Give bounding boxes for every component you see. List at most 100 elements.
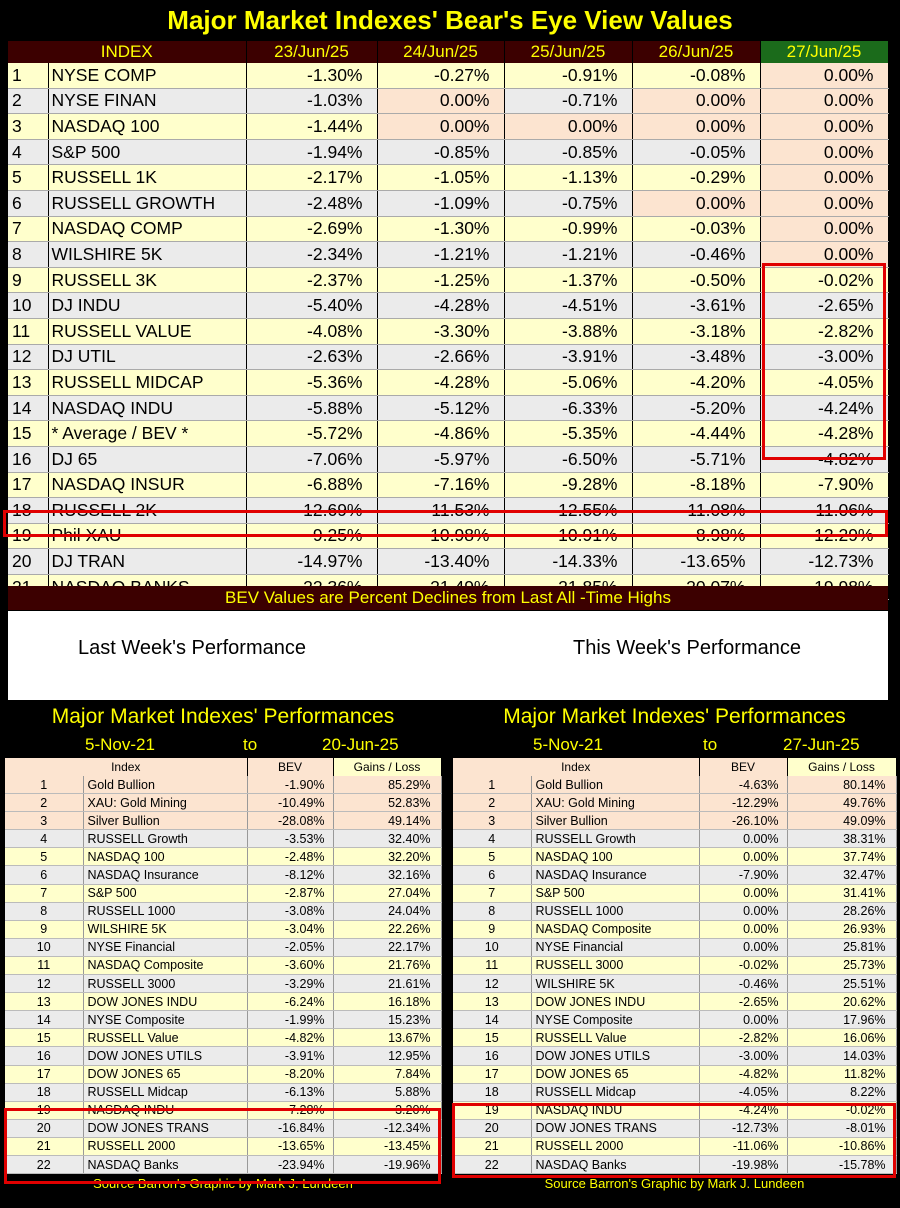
- perf-index-name: NYSE Financial: [531, 938, 700, 957]
- perf-bev: -2.87%: [247, 884, 334, 903]
- perf-row: 1 Gold Bullion -1.90% 85.29%: [5, 776, 442, 795]
- perf-bev: -8.12%: [247, 865, 334, 885]
- perf-bev: -4.82%: [247, 1028, 334, 1048]
- bev-value: -7.06%: [246, 446, 378, 473]
- bev-value: -3.61%: [632, 292, 761, 319]
- row-number: 15: [8, 420, 49, 447]
- bev-row: 17 NASDAQ INSUR -6.88% -7.16% -9.28% -8.18% -7…: [8, 472, 889, 499]
- perf-index-name: NASDAQ Composite: [83, 956, 248, 976]
- perf-row: 4 RUSSELL Growth -3.53% 32.40%: [5, 829, 442, 849]
- index-name: RUSSELL VALUE: [48, 318, 247, 345]
- perf-row: 18 RUSSELL Midcap -6.13% 5.88%: [5, 1083, 442, 1102]
- perf-gain: 25.51%: [787, 974, 897, 994]
- bev-value: 0.00%: [504, 113, 633, 140]
- perf-index-name: RUSSELL Value: [531, 1028, 700, 1048]
- row-number: 5: [8, 164, 49, 191]
- perf-row: 13 DOW JONES INDU -2.65% 20.62%: [453, 992, 897, 1012]
- perf-rank: 18: [453, 1083, 532, 1102]
- perf-rank: 3: [453, 811, 532, 831]
- perf-bev: -19.98%: [699, 1155, 788, 1175]
- perf-rank: 10: [453, 938, 532, 957]
- perf-to-word: to: [703, 735, 718, 754]
- row-number: 16: [8, 446, 49, 473]
- perf-bev: -3.04%: [247, 920, 334, 939]
- perf-bev: -28.08%: [247, 811, 334, 831]
- perf-gain: 7.84%: [333, 1065, 442, 1084]
- perf-rank: 5: [453, 847, 532, 867]
- highlight-box-last-week-bottom: [4, 1108, 441, 1184]
- perf-row: 15 RUSSELL Value -2.82% 16.06%: [453, 1028, 897, 1048]
- perf-row: 17 DOW JONES 65 -8.20% 7.84%: [5, 1065, 442, 1084]
- row-number: 10: [8, 292, 49, 319]
- bev-value: -13.40%: [377, 548, 505, 575]
- week-labels-panel: Last Week's Performance This Week's Perf…: [8, 611, 888, 700]
- this-week-label: This Week's Performance: [573, 637, 801, 659]
- row-number: 20: [8, 548, 49, 575]
- perf-bev: -3.91%: [247, 1046, 334, 1066]
- bev-row: 16 DJ 65 -7.06% -5.97% -6.50% -5.71% -4.82%: [8, 446, 889, 473]
- bev-value: 0.00%: [377, 88, 505, 115]
- index-name: NASDAQ COMP: [48, 216, 247, 243]
- perf-gain: 5.88%: [333, 1083, 442, 1102]
- bev-value: -8.18%: [632, 472, 761, 499]
- perf-bev: -16.84%: [247, 1119, 334, 1138]
- perf-index-name: S&P 500: [531, 884, 700, 903]
- highlight-box-phil-xau: [3, 510, 888, 537]
- perf-row: 8 RUSSELL 1000 0.00% 28.26%: [453, 902, 897, 921]
- perf-gain: 49.09%: [787, 811, 897, 831]
- bev-row: 1 NYSE COMP -1.30% -0.27% -0.91% -0.08% 0.00%: [8, 63, 889, 89]
- perf-gain: 38.31%: [787, 829, 897, 849]
- perf-gain: 31.41%: [787, 884, 897, 903]
- perf-rank: 11: [453, 956, 532, 976]
- perf-rank: 17: [5, 1065, 84, 1084]
- index-name: NASDAQ INSUR: [48, 472, 247, 499]
- row-number: 9: [8, 267, 49, 294]
- bev-value: -1.09%: [377, 190, 505, 217]
- perf-index-name: NASDAQ Banks: [531, 1155, 700, 1175]
- perf-table-last-week: Major Market Indexes' Performances 5-Nov…: [5, 702, 442, 1195]
- perf-row: 5 NASDAQ 100 0.00% 37.74%: [453, 847, 897, 867]
- perf-rank: 21: [453, 1137, 532, 1156]
- perf-row: 1 Gold Bullion -4.63% 80.14%: [453, 776, 897, 795]
- perf-gain: 21.76%: [333, 956, 442, 976]
- bev-value: -3.18%: [632, 318, 761, 345]
- header-date: 25/Jun/25: [504, 41, 633, 63]
- perf-row: 16 DOW JONES UTILS -3.00% 14.03%: [453, 1046, 897, 1066]
- perf-to-date: 20-Jun-25: [322, 735, 399, 754]
- perf-gain: 32.20%: [333, 847, 442, 867]
- perf-rank: 1: [453, 776, 532, 795]
- perf-row: 21 RUSSELL 2000 -13.65% -13.45%: [5, 1137, 442, 1156]
- perf-index-name: RUSSELL 3000: [531, 956, 700, 976]
- perf-header-bev: BEV: [699, 758, 788, 776]
- index-name: * Average / BEV *: [48, 420, 247, 447]
- perf-date-range: 5-Nov-21 to 20-Jun-25: [5, 732, 441, 758]
- bev-value: -13.65%: [632, 548, 761, 575]
- bev-value: -1.30%: [246, 63, 378, 89]
- perf-bev: -3.29%: [247, 974, 334, 994]
- perf-index-name: RUSSELL 3000: [83, 974, 248, 994]
- bev-row: 2 NYSE FINAN -1.03% 0.00% -0.71% 0.00% 0.00%: [8, 88, 889, 115]
- perf-row: 13 DOW JONES INDU -6.24% 16.18%: [5, 992, 442, 1012]
- row-number: 13: [8, 369, 49, 396]
- perf-index-name: S&P 500: [83, 884, 248, 903]
- perf-gain: -8.01%: [787, 1119, 897, 1138]
- perf-bev: -2.05%: [247, 938, 334, 957]
- perf-row: 10 NYSE Financial 0.00% 25.81%: [453, 938, 897, 957]
- bev-value: -0.02%: [760, 267, 889, 294]
- perf-rank: 4: [453, 829, 532, 849]
- perf-gain: 14.03%: [787, 1046, 897, 1066]
- perf-rank: 4: [5, 829, 84, 849]
- perf-bev: -2.82%: [699, 1028, 788, 1048]
- perf-gain: 80.14%: [787, 776, 897, 795]
- perf-index-name: DOW JONES UTILS: [531, 1046, 700, 1066]
- bev-row: 8 WILSHIRE 5K -2.34% -1.21% -1.21% -0.46% 0.00…: [8, 241, 889, 268]
- perf-gain: 11.82%: [787, 1065, 897, 1084]
- perf-rank: 2: [5, 793, 84, 813]
- bev-value: 0.00%: [632, 88, 761, 115]
- bev-value: -0.29%: [632, 164, 761, 191]
- perf-rank: 22: [5, 1155, 84, 1175]
- perf-rank: 7: [453, 884, 532, 903]
- header-date: 26/Jun/25: [632, 41, 761, 63]
- perf-rank: 15: [453, 1028, 532, 1048]
- perf-bev: 0.00%: [699, 884, 788, 903]
